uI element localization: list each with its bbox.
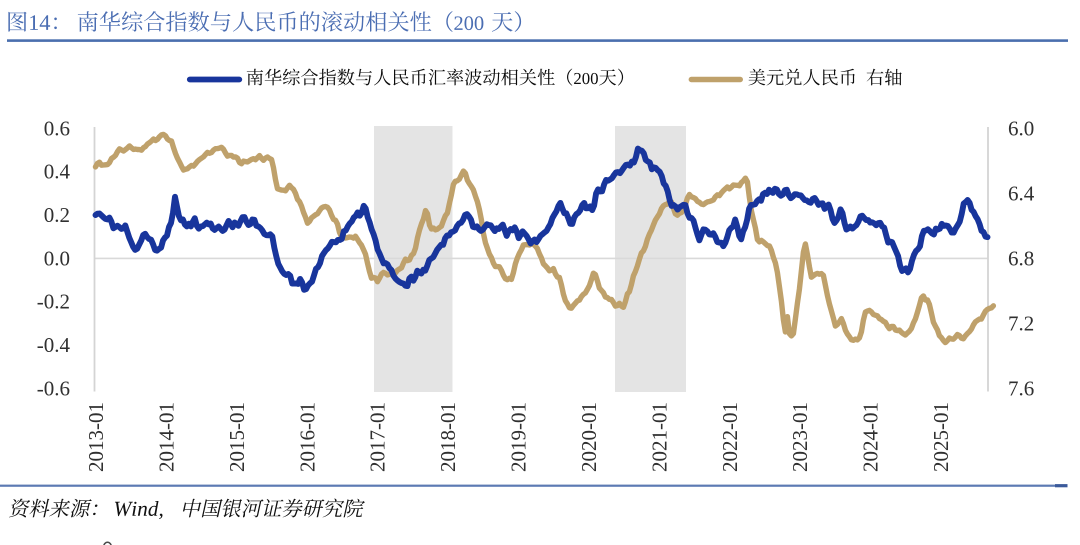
svg-text:6.0: 6.0 <box>1008 116 1034 140</box>
svg-text:-0.2: -0.2 <box>37 290 70 314</box>
svg-text:2022-01: 2022-01 <box>718 402 742 472</box>
svg-text:0.4: 0.4 <box>44 160 71 184</box>
svg-text:7.6: 7.6 <box>1008 376 1034 400</box>
svg-text:2019-01: 2019-01 <box>507 402 531 472</box>
svg-text:-0.6: -0.6 <box>37 376 70 400</box>
svg-text:0.2: 0.2 <box>44 203 70 227</box>
svg-text:2015-01: 2015-01 <box>225 402 249 472</box>
svg-text:6.8: 6.8 <box>1008 246 1034 270</box>
svg-text:2016-01: 2016-01 <box>295 402 319 472</box>
svg-text:2014-01: 2014-01 <box>154 402 178 472</box>
svg-text:2025-01: 2025-01 <box>929 402 953 472</box>
svg-text:2023-01: 2023-01 <box>788 402 812 472</box>
svg-text:6.4: 6.4 <box>1008 181 1035 205</box>
svg-text:0.6: 0.6 <box>44 116 70 140</box>
svg-text:2020-01: 2020-01 <box>577 402 601 472</box>
svg-text:2017-01: 2017-01 <box>366 402 390 472</box>
svg-text:2021-01: 2021-01 <box>647 402 671 472</box>
svg-text:2024-01: 2024-01 <box>859 402 883 472</box>
svg-text:0.0: 0.0 <box>44 246 70 270</box>
svg-text:2018-01: 2018-01 <box>436 402 460 472</box>
svg-text:7.2: 7.2 <box>1008 311 1034 335</box>
svg-text:-0.4: -0.4 <box>37 333 71 357</box>
svg-text:2013-01: 2013-01 <box>84 402 108 472</box>
